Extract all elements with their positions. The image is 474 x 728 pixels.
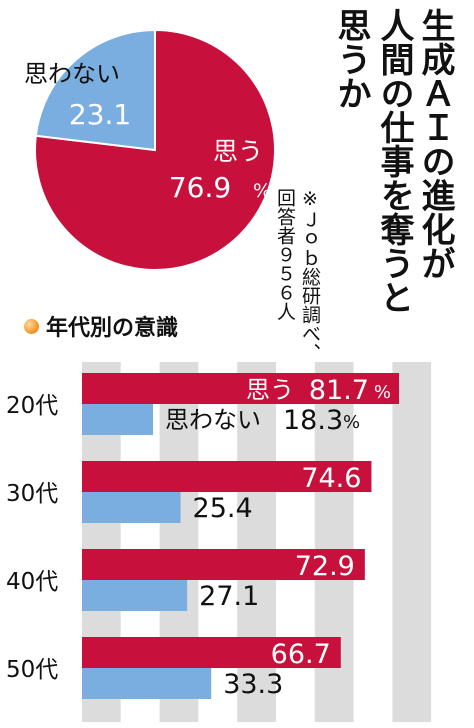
pie-label-no-value: 23.1 <box>69 98 131 131</box>
source-line-1: ※Ｊｏｂ総研調べ、 <box>299 188 321 362</box>
section-header: 年代別の意識 <box>24 310 178 342</box>
grid-stripe <box>237 362 276 722</box>
bar-yes-value: 72.9 <box>295 551 355 582</box>
title-line-1: 生成ＡＩの進化が <box>415 8 455 280</box>
category-label: 40代 <box>6 569 58 595</box>
grid-stripe <box>314 362 354 722</box>
grid-stripe <box>276 362 315 722</box>
bar-no <box>82 668 212 699</box>
orange-bullet-icon <box>24 318 39 334</box>
bar-yes <box>82 461 372 492</box>
grid-stripe <box>431 362 470 722</box>
bar-no-series-name: 思わない <box>165 406 261 434</box>
grid-stripe <box>159 362 199 722</box>
bar-no-value: 27.1 <box>199 581 259 612</box>
bar-yes-series-name: 思う <box>246 376 294 404</box>
pie-label-yes-name: 思う <box>213 137 263 166</box>
grid-stripe <box>353 362 393 722</box>
pie-chart: 思う 76.9 % 思わない 23.1 <box>24 28 276 271</box>
bar-no-value: 25.4 <box>193 493 253 524</box>
bar-yes-value: 81.7 <box>309 375 369 406</box>
source-line-2: 回答者９５６人 <box>274 188 296 321</box>
bar-no-unit: % <box>343 412 360 433</box>
bar-yes <box>82 637 341 668</box>
bar-yes-value: 66.7 <box>271 639 331 670</box>
bar-no-value: 18.3 <box>283 405 343 436</box>
grid-stripe <box>120 362 160 722</box>
bar-no <box>82 580 188 611</box>
grid-stripe <box>198 362 238 722</box>
pie-label-yes-unit: % <box>253 180 271 202</box>
pie-label-yes-value: 76.9 <box>169 171 231 204</box>
pie-slice-no <box>34 28 156 152</box>
category-label: 50代 <box>6 657 58 683</box>
grid-stripe <box>392 362 432 722</box>
bar-yes <box>82 373 399 404</box>
section-title: 年代別の意識 <box>46 316 179 341</box>
category-label: 20代 <box>6 393 58 419</box>
title-line-2: 人間の仕事を奪うと <box>374 8 414 314</box>
pie-label-no-name: 思わない <box>24 60 120 88</box>
bar-yes-value: 74.6 <box>301 463 361 494</box>
bar-no-value: 33.3 <box>223 669 283 700</box>
grid-stripe <box>82 362 121 722</box>
bar-no <box>82 404 154 435</box>
bar-yes <box>82 549 365 580</box>
bar-no <box>82 492 181 523</box>
bar-yes-unit: % <box>374 382 391 403</box>
category-label: 30代 <box>6 481 58 507</box>
title-line-3: 思うか <box>331 8 371 110</box>
